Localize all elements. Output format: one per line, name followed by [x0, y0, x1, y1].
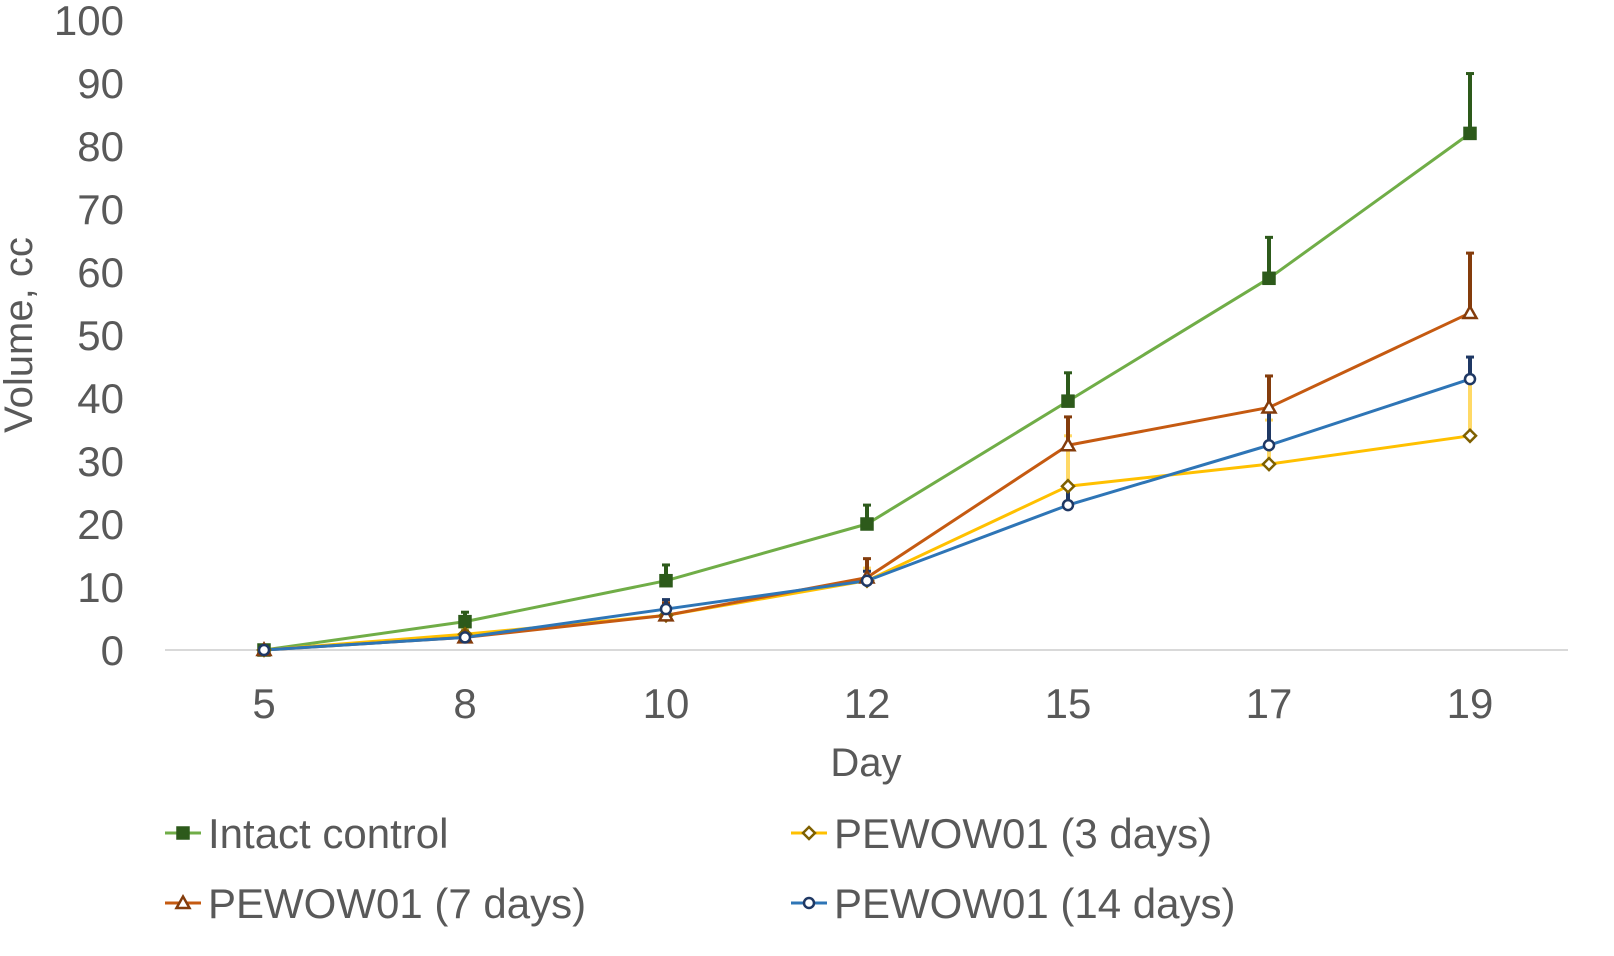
legend-swatch-marker [174, 893, 192, 910]
x-tick-label: 15 [1045, 680, 1092, 727]
y-tick-label: 100 [54, 0, 124, 44]
legend-label: PEWOW01 (14 days) [834, 880, 1235, 927]
data-point-intact-control [1061, 394, 1075, 408]
x-tick-label: 19 [1447, 680, 1494, 727]
y-tick-label: 20 [77, 501, 124, 548]
x-tick-label: 5 [252, 680, 275, 727]
data-point-pewow01-3-days [1060, 478, 1076, 494]
data-point-pewow01-3-days [1261, 456, 1277, 472]
legend-swatch-marker [176, 826, 190, 840]
y-tick-label: 10 [77, 564, 124, 611]
legend: Intact control PEWOW01 (3 days) PEWOW01 (7… [165, 810, 1235, 927]
y-axis-title: Volume, cc [0, 237, 41, 433]
x-tick-label: 10 [643, 680, 690, 727]
series-line-pewow01-7-days [263, 311, 1471, 652]
legend-item-pewow01-7-days: PEWOW01 (7 days) [165, 880, 586, 927]
data-point-pewow01-7-days [1059, 436, 1077, 452]
data-point-pewow01-14-days [1061, 498, 1075, 512]
y-tick-label: 0 [101, 627, 124, 674]
y-axis-ticks: 0 10 20 30 40 50 60 70 80 90 100 [54, 0, 124, 674]
legend-swatch-marker [802, 896, 816, 910]
data-point-intact-control [1463, 126, 1477, 141]
data-point-pewow01-3-days [1462, 428, 1478, 444]
y-tick-label: 50 [77, 312, 124, 359]
data-point-intact-control [659, 573, 673, 588]
error-bars [461, 72, 1474, 638]
data-point-intact-control [860, 517, 874, 531]
legend-label: Intact control [208, 810, 448, 857]
data-point-pewow01-7-days [1461, 303, 1479, 320]
y-tick-label: 40 [77, 375, 124, 422]
data-point-pewow01-14-days [860, 574, 874, 587]
data-point-pewow01-14-days [659, 602, 673, 616]
legend-item-intact-control: Intact control [165, 810, 448, 857]
legend-item-pewow01-14-days: PEWOW01 (14 days) [791, 880, 1235, 927]
y-tick-label: 30 [77, 438, 124, 485]
legend-swatch-marker [801, 825, 817, 841]
legend-label: PEWOW01 (7 days) [208, 880, 586, 927]
y-tick-label: 90 [77, 60, 124, 107]
x-axis-ticks: 5 8 10 12 15 17 19 [252, 680, 1493, 727]
data-point-pewow01-14-days [1262, 439, 1276, 452]
data-point-pewow01-14-days [458, 631, 472, 644]
series-line-pewow01-3-days [263, 434, 1471, 652]
x-tick-label: 12 [844, 680, 891, 727]
data-point-pewow01-14-days [1463, 372, 1477, 386]
series-markers [255, 126, 1479, 658]
x-tick-label: 17 [1246, 680, 1293, 727]
y-tick-label: 60 [77, 249, 124, 296]
y-tick-label: 80 [77, 123, 124, 170]
y-tick-label: 70 [77, 186, 124, 233]
data-point-pewow01-14-days [257, 643, 271, 657]
legend-item-pewow01-3-days: PEWOW01 (3 days) [791, 810, 1212, 857]
data-point-pewow01-7-days [1260, 398, 1278, 414]
data-point-intact-control [1262, 271, 1276, 286]
x-tick-label: 8 [453, 680, 476, 727]
data-point-intact-control [458, 614, 472, 629]
x-axis-title: Day [830, 741, 901, 785]
legend-label: PEWOW01 (3 days) [834, 810, 1212, 857]
